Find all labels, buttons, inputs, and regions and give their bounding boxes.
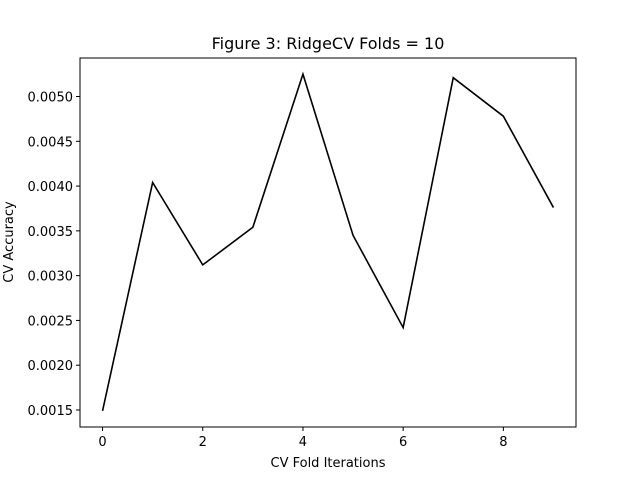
x-axis: 0 2 4 6 8	[98, 427, 507, 450]
y-tick-label: 0.0045	[28, 135, 74, 150]
y-tick-label: 0.0030	[28, 270, 74, 285]
y-tick-label: 0.0035	[28, 225, 74, 240]
y-tick-label: 0.0015	[28, 404, 74, 419]
x-tick-label: 4	[299, 435, 307, 450]
chart-title: Figure 3: RidgeCV Folds = 10	[212, 34, 445, 53]
y-tick-label: 0.0040	[28, 180, 74, 195]
series-layer	[101, 71, 555, 412]
x-tick-label: 0	[98, 435, 106, 450]
x-tick-label: 8	[499, 435, 507, 450]
plot-area	[79, 57, 577, 428]
x-tick-label: 2	[199, 435, 207, 450]
series-line-0	[101, 71, 555, 412]
x-axis-label: CV Fold Iterations	[271, 456, 386, 471]
y-tick-label: 0.0020	[28, 359, 74, 374]
y-axis: 0.0015 0.0020 0.0025 0.0030 0.0035 0.0040 0.00…	[28, 91, 80, 419]
y-tick-label: 0.0025	[28, 314, 74, 329]
y-axis-label: CV Accuracy	[2, 201, 17, 283]
x-tick-label: 6	[399, 435, 407, 450]
y-tick-label: 0.0050	[28, 91, 74, 106]
